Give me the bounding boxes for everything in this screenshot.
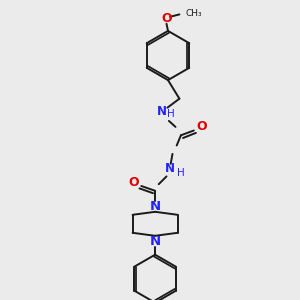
Text: N: N (165, 162, 175, 176)
Text: O: O (161, 12, 172, 25)
Text: H: H (177, 168, 184, 178)
Text: O: O (128, 176, 139, 189)
Text: N: N (149, 200, 161, 213)
Text: N: N (157, 105, 167, 119)
Text: H: H (167, 109, 174, 119)
Text: N: N (149, 235, 161, 248)
Text: O: O (196, 120, 207, 134)
Text: CH₃: CH₃ (186, 9, 202, 18)
